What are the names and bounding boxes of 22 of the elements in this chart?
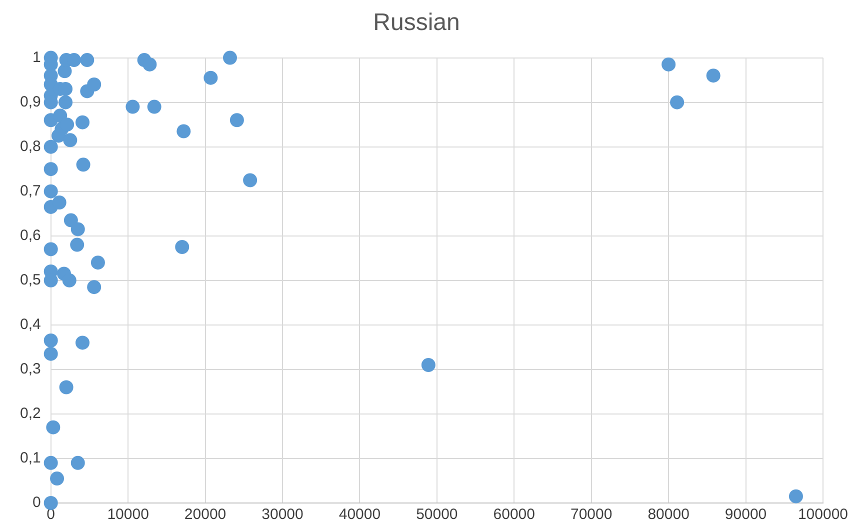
x-tick-label: 90000	[724, 506, 767, 524]
y-tick-label: 1	[32, 48, 41, 66]
x-tick-label: 50000	[416, 506, 458, 524]
y-tick-label: 0,7	[20, 182, 41, 200]
x-tick-label: 60000	[493, 506, 535, 524]
y-tick-label: 0,6	[20, 227, 41, 244]
y-tick-label: 0	[32, 494, 41, 512]
y-tick-label: 0,4	[20, 316, 41, 334]
x-tick-label: 30000	[262, 506, 304, 524]
y-tick-label: 0,9	[20, 93, 41, 110]
y-tick-label: 0,3	[20, 360, 41, 378]
x-tick-label: 70000	[570, 506, 612, 524]
x-tick-label: 100000	[798, 506, 848, 524]
x-tick-label: 10000	[107, 506, 149, 524]
y-tick-label: 0,1	[20, 450, 41, 467]
y-tick-label: 0,2	[20, 405, 41, 422]
x-tick-label: 20000	[184, 506, 226, 524]
x-tick-label: 40000	[338, 506, 381, 524]
y-tick-label: 0,5	[20, 272, 41, 289]
y-tick-label: 0,8	[20, 138, 41, 155]
x-tick-label: 80000	[648, 506, 690, 524]
chart-title: Russian	[373, 9, 460, 36]
